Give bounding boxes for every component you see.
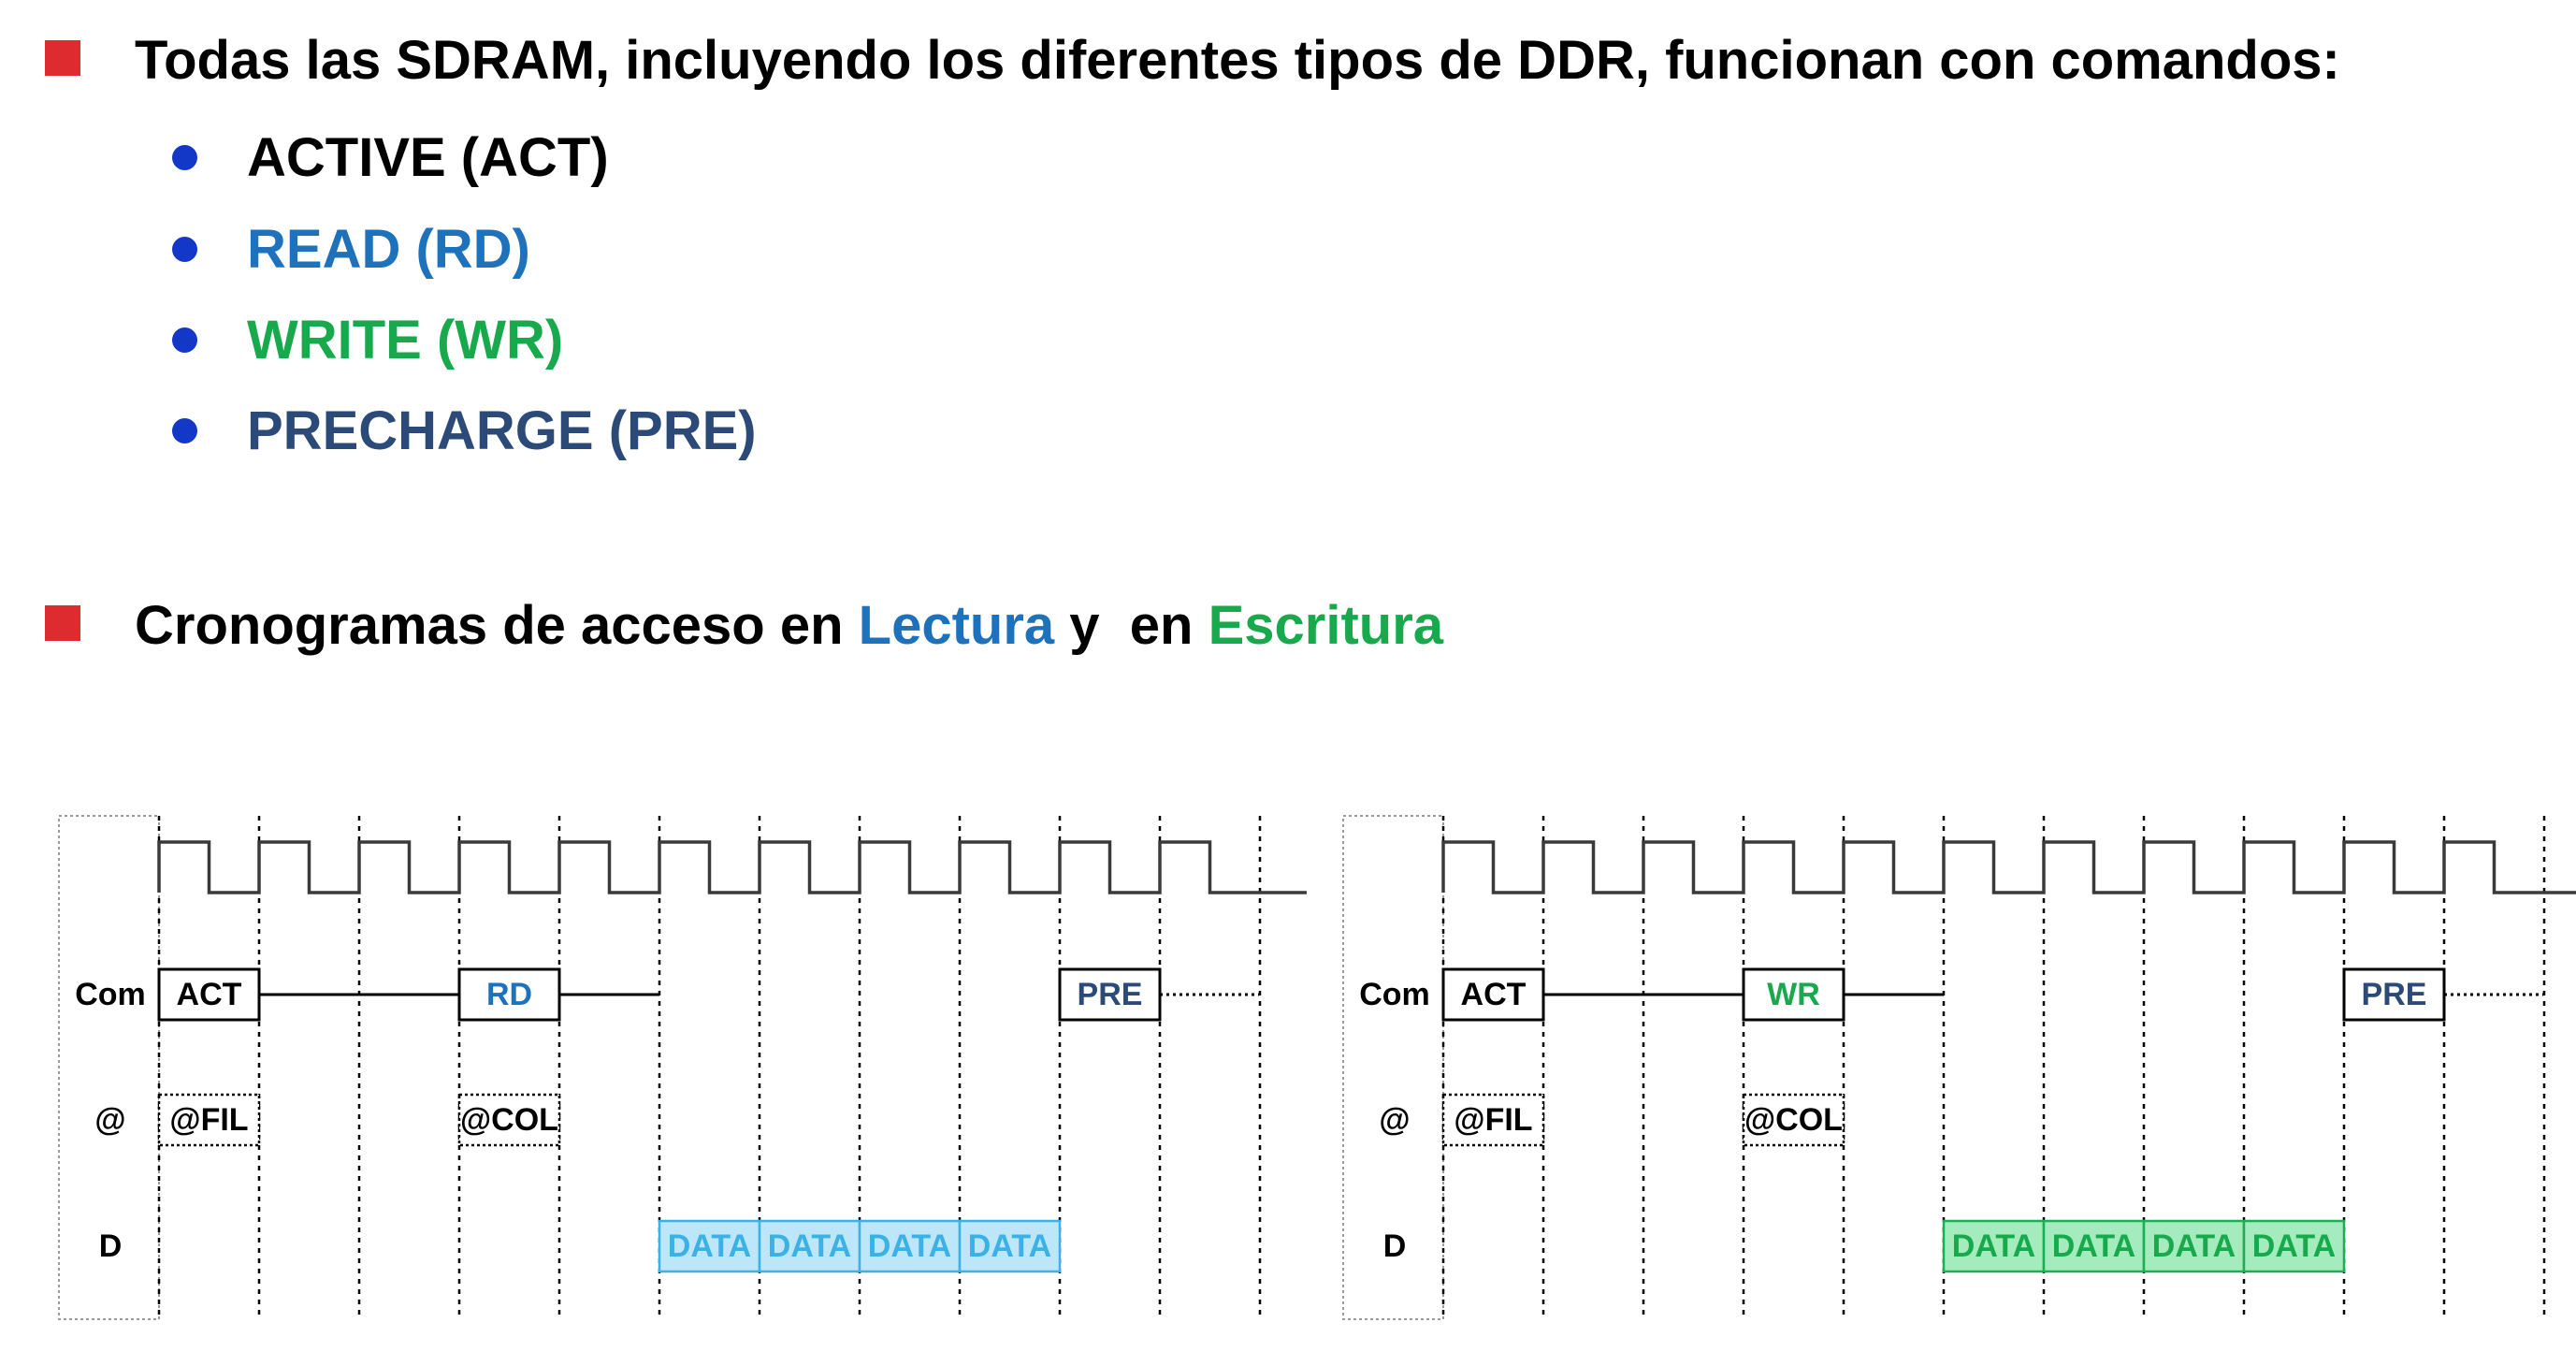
heading-timing-prefix: Cronogramas de acceso en	[135, 595, 859, 656]
address-box	[157, 1093, 261, 1147]
command-box-label: ACT	[1461, 977, 1527, 1012]
data-box-label: DATA	[968, 1228, 1051, 1264]
address-box-label: @FIL	[169, 1102, 248, 1138]
heading-timing-middle: y en	[1054, 595, 1208, 656]
data-box-label: DATA	[768, 1228, 851, 1264]
data-box	[858, 1219, 962, 1273]
data-box	[958, 1219, 1062, 1273]
data-box	[758, 1219, 861, 1273]
bullet-dot-icon	[172, 418, 197, 443]
heading-timing-escritura: Escritura	[1208, 595, 1444, 656]
command-box-label: RD	[486, 977, 532, 1012]
command-box-label: WR	[1767, 977, 1820, 1012]
command-box-pre	[1058, 967, 1162, 1022]
command-item-active: ACTIVE (ACT)	[247, 127, 609, 188]
data-box	[2142, 1219, 2246, 1273]
row-label-data: D	[99, 1228, 123, 1264]
heading-timing-lectura: Lectura	[858, 595, 1055, 656]
data-box-label: DATA	[2252, 1228, 2336, 1264]
bullet-dot-icon	[172, 145, 197, 170]
clock-waveform	[157, 840, 1307, 894]
data-box	[1942, 1219, 2046, 1273]
bullet-dot-icon	[172, 237, 197, 262]
label-column-frame	[1342, 815, 1444, 1320]
command-box-label: ACT	[177, 977, 242, 1012]
command-box-act	[1441, 967, 1545, 1022]
command-box-act	[157, 967, 261, 1022]
row-label-data: D	[1383, 1228, 1407, 1264]
data-box-label: DATA	[2152, 1228, 2236, 1264]
command-item-read: READ (RD)	[247, 219, 530, 280]
command-box-rd	[457, 967, 561, 1022]
command-item-write: WRITE (WR)	[247, 310, 564, 371]
data-box	[2242, 1219, 2346, 1273]
command-item-precharge: PRECHARGE (PRE)	[247, 400, 757, 461]
data-box-label: DATA	[1952, 1228, 2035, 1264]
heading-timing-diagrams: Cronogramas de acceso en Lectura y en Es…	[135, 599, 1443, 653]
command-box-label: PRE	[2362, 977, 2427, 1012]
red-square-bullet-icon	[45, 605, 80, 641]
command-box-label: PRE	[1078, 977, 1143, 1012]
data-box	[658, 1219, 761, 1273]
data-box-label: DATA	[2052, 1228, 2135, 1264]
address-box-label: @COL	[1744, 1102, 1843, 1138]
command-box-wr	[1742, 967, 1845, 1022]
data-box-label: DATA	[668, 1228, 751, 1264]
bullet-dot-icon	[172, 327, 197, 353]
data-box-label: DATA	[868, 1228, 951, 1264]
command-box-pre	[2342, 967, 2446, 1022]
row-label-address: @	[1379, 1102, 1410, 1138]
address-box-label: @FIL	[1454, 1102, 1532, 1138]
row-label-com: Com	[1359, 977, 1430, 1012]
address-box-label: @COL	[460, 1102, 558, 1138]
address-box	[1742, 1093, 1845, 1147]
row-label-com: Com	[75, 977, 146, 1012]
label-column-frame	[58, 815, 160, 1320]
heading-commands: Todas las SDRAM, incluyendo los diferent…	[135, 30, 2340, 91]
clock-waveform	[1441, 840, 2576, 894]
address-box	[1441, 1093, 1545, 1147]
data-box	[2042, 1219, 2146, 1273]
address-box	[457, 1093, 561, 1147]
row-label-address: @	[94, 1102, 125, 1138]
red-square-bullet-icon	[45, 40, 80, 76]
